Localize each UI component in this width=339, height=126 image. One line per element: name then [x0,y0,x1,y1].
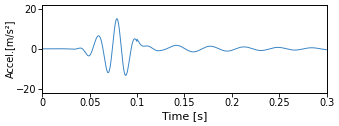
Y-axis label: Accel.[m/s²]: Accel.[m/s²] [5,20,15,78]
X-axis label: Time [s]: Time [s] [162,111,207,121]
